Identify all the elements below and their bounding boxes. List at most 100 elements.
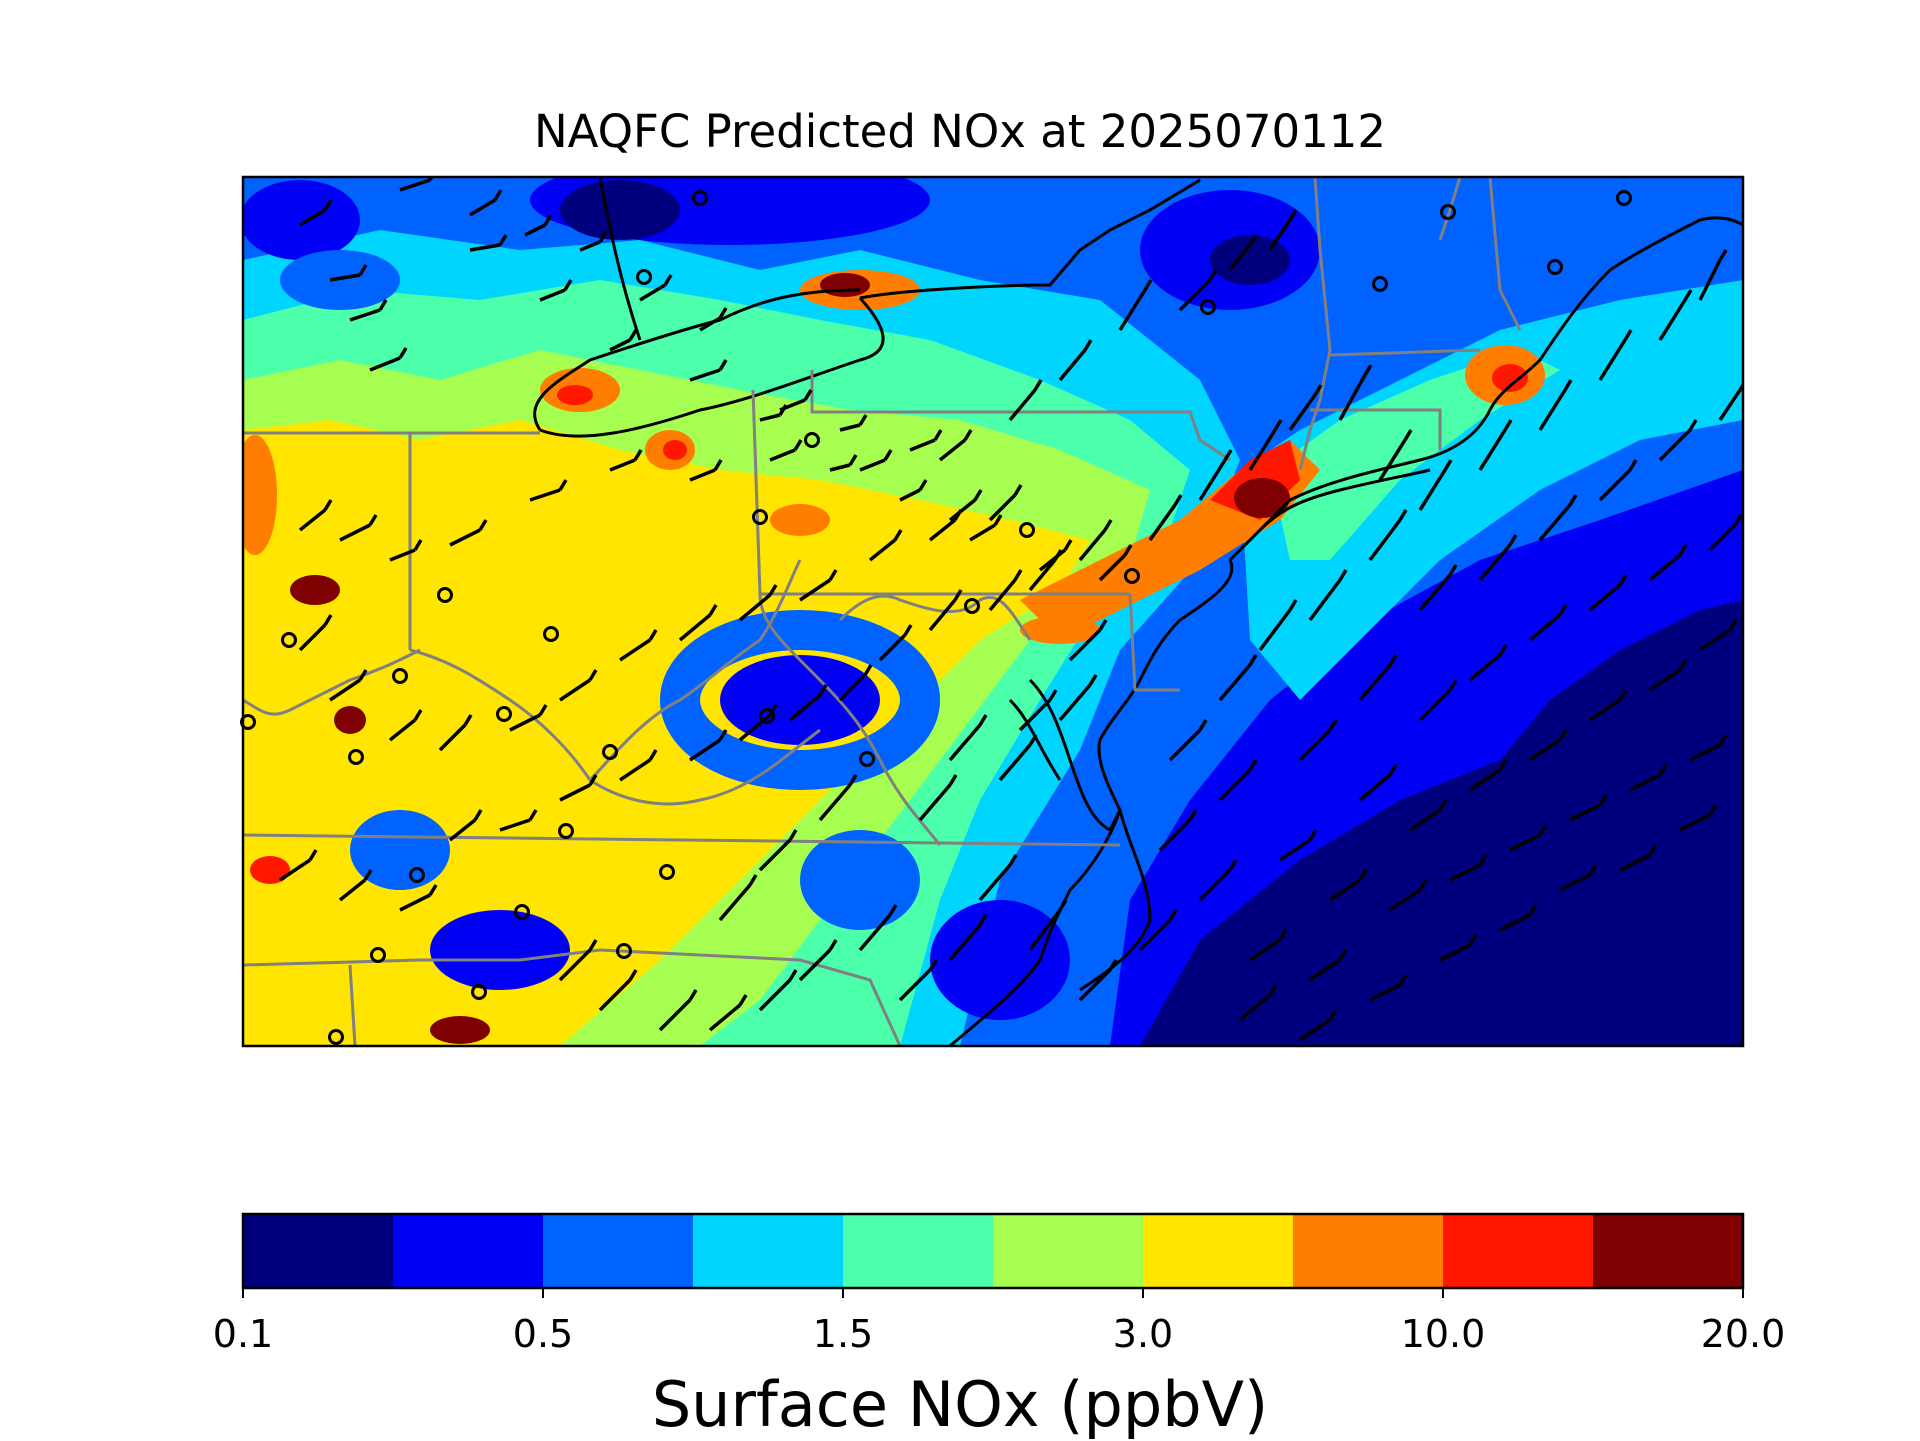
- wind-barb-flag: [803, 389, 813, 401]
- wind-barb: [799, 578, 831, 602]
- wind-barb-flag: [1098, 619, 1108, 631]
- wind-barb-flag: [1618, 689, 1628, 701]
- wind-barb-flag: [538, 704, 548, 716]
- colorbar-segment: [693, 1214, 844, 1288]
- wind-barb: [1418, 469, 1447, 511]
- wind-barb-flag: [1208, 269, 1218, 281]
- wind-barb-flag: [933, 429, 943, 441]
- coastlines: [533, 177, 1743, 1046]
- wind-barb-flag: [1328, 719, 1338, 731]
- wind-barb: [1589, 698, 1621, 722]
- offshore-plume: [1240, 280, 1743, 700]
- wind-barb-flag: [428, 177, 434, 181]
- monitoring-site-marker: [692, 190, 708, 206]
- wind-barb-flag: [768, 704, 778, 716]
- wind-barb-flag: [1108, 959, 1118, 971]
- wind-barbs: [279, 177, 1743, 1042]
- wind-barb: [988, 493, 1017, 522]
- wind-barb: [1148, 503, 1177, 542]
- wind-barb-flag: [1013, 569, 1023, 581]
- wind-barb-flag: [478, 519, 488, 531]
- wind-barb: [909, 438, 936, 452]
- wind-barb: [1409, 808, 1441, 832]
- wind-barb-flag: [323, 199, 333, 211]
- wind-barb: [759, 413, 781, 422]
- wind-barb-flag: [1248, 759, 1258, 771]
- wind-barb: [1698, 259, 1722, 301]
- wind-barb-flag: [1688, 419, 1698, 431]
- wind-barb-flag: [1048, 689, 1058, 701]
- wind-barb-flag: [1728, 619, 1738, 631]
- colorbar-tick-label: 10.0: [1400, 1312, 1486, 1356]
- wind-barb: [1559, 873, 1591, 892]
- wind-barb: [529, 488, 561, 502]
- wind-barb-flag: [1678, 659, 1688, 671]
- wind-barb: [1338, 374, 1367, 421]
- offshore-plume-core: [1270, 350, 1560, 560]
- wind-barb-flag: [1168, 909, 1178, 921]
- wind-barb-flag: [1033, 379, 1043, 391]
- wind-barb: [349, 308, 381, 322]
- wind-barb-flag: [708, 604, 718, 616]
- wind-barb-flag: [903, 624, 913, 636]
- monitoring-site-marker: [1200, 299, 1216, 315]
- wind-barb-flag: [368, 514, 378, 526]
- wind-barb-flag: [663, 274, 673, 286]
- wind-barb: [758, 978, 792, 1012]
- wind-barb-flag: [493, 189, 503, 201]
- wind-barb: [689, 738, 721, 762]
- monitoring-site-marker: [602, 744, 618, 760]
- wind-barb-flag: [1338, 949, 1348, 961]
- wind-barb: [1629, 773, 1661, 792]
- wind-barb-flag: [1448, 564, 1458, 576]
- wind-barb: [738, 713, 772, 742]
- wind-barb: [1028, 908, 1062, 952]
- wind-barb: [938, 438, 967, 462]
- wind-barb: [738, 593, 772, 622]
- monitoring-site-marker: [1372, 276, 1388, 292]
- wind-barb: [1718, 389, 1742, 421]
- wind-barb: [619, 758, 651, 782]
- wind-barb: [298, 623, 327, 652]
- wind-barb-flag: [1328, 1009, 1338, 1021]
- wind-barb: [1158, 818, 1192, 852]
- colorbar-segment: [843, 1214, 994, 1288]
- monitoring-site-marker: [659, 864, 675, 880]
- wind-barb: [559, 783, 591, 802]
- monitoring-site-marker: [804, 432, 820, 448]
- wind-barb-flag: [818, 684, 828, 696]
- wind-barb-flag: [978, 714, 988, 726]
- wind-barb: [1358, 663, 1392, 702]
- wind-barb: [369, 356, 401, 372]
- wind-barb: [1228, 243, 1252, 272]
- colorbar-segment: [393, 1214, 544, 1288]
- wind-barb-flag: [1438, 799, 1448, 811]
- wind-barb-flag: [498, 234, 508, 246]
- buffalo-red: [557, 385, 593, 405]
- wind-barb-flag: [883, 449, 893, 461]
- wind-barb: [1308, 578, 1342, 622]
- colorbar-segment: [1443, 1214, 1594, 1288]
- wind-barb: [1178, 278, 1212, 312]
- wind-barb: [1708, 523, 1737, 552]
- wind-barb-flag: [1738, 381, 1743, 391]
- wind-barb-flag: [688, 989, 698, 1001]
- wind-barb: [469, 243, 501, 252]
- wind-barb: [1649, 668, 1681, 692]
- wind-barb-flag: [828, 569, 838, 581]
- detroit-orange: [243, 435, 277, 555]
- monitoring-site-marker: [409, 867, 425, 883]
- wind-barb-flag: [888, 904, 898, 916]
- wind-barb-flag: [323, 499, 333, 511]
- wind-barb: [1218, 768, 1252, 802]
- wind-barb: [329, 273, 361, 282]
- wind-barb: [689, 468, 716, 482]
- wind-barb-flag: [1388, 764, 1398, 776]
- wind-barb: [1058, 348, 1087, 382]
- wind-barb: [1658, 428, 1692, 462]
- wind-barb: [948, 498, 977, 522]
- wind-barb-flag: [1563, 379, 1573, 391]
- monitoring-site-marker: [1440, 204, 1456, 220]
- monitoring-site-marker: [1019, 522, 1035, 538]
- wind-barb: [639, 283, 666, 302]
